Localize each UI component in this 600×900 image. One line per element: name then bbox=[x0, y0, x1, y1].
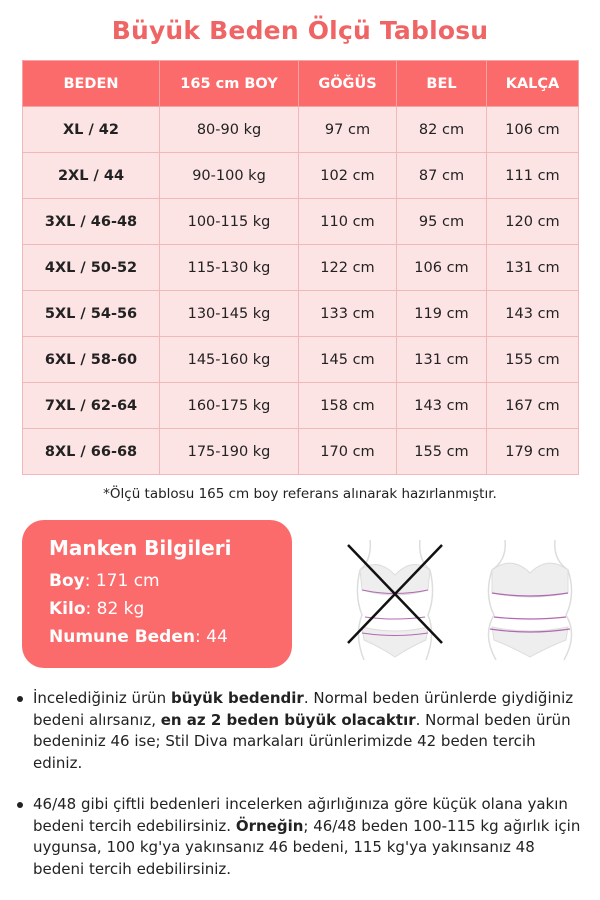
header-boy: 165 cm BOY bbox=[159, 60, 299, 107]
header-gogus: GÖĞÜS bbox=[298, 60, 397, 107]
label: Boy bbox=[49, 571, 85, 591]
table-cell: 158 cm bbox=[298, 382, 397, 429]
table-cell: 130-145 kg bbox=[159, 290, 299, 337]
table-row: XL / 42 80-90 kg 97 cm 82 cm 106 cm bbox=[22, 106, 579, 153]
table-row: 5XL / 54-56 130-145 kg 133 cm 119 cm 143 cm bbox=[22, 290, 579, 337]
model-height: Boy: 171 cm bbox=[49, 567, 292, 595]
table-cell: 5XL / 54-56 bbox=[22, 290, 160, 337]
table-cell: 145-160 kg bbox=[159, 336, 299, 383]
correct-measure-figure-icon bbox=[487, 539, 573, 660]
text: . Normal beden ürünlerde giydiğiniz bede… bbox=[33, 689, 574, 729]
label: Numune Beden bbox=[49, 627, 195, 647]
table-cell: 106 cm bbox=[486, 106, 579, 153]
table-cell: 160-175 kg bbox=[159, 382, 299, 429]
size-table: BEDEN 165 cm BOY GÖĞÜS BEL KALÇA XL / 42… bbox=[22, 60, 579, 475]
value: : 171 cm bbox=[84, 571, 160, 591]
text: İncelediğiniz ürün bbox=[33, 689, 171, 707]
table-row: 8XL / 66-68 175-190 kg 170 cm 155 cm 179 cm bbox=[22, 428, 579, 475]
text: ; 46/48 beden 100-115 kg ağırlık için uy… bbox=[33, 816, 581, 878]
wrong-measure-figure-icon bbox=[347, 539, 443, 660]
info-bullets: İncelediğiniz ürün büyük bedendir. Norma… bbox=[16, 688, 586, 900]
table-cell: 115-130 kg bbox=[159, 244, 299, 291]
header-kalca: KALÇA bbox=[486, 60, 579, 107]
table-row: 6XL / 58-60 145-160 kg 145 cm 131 cm 155 cm bbox=[22, 336, 579, 383]
header-beden: BEDEN bbox=[22, 60, 160, 107]
table-cell: 4XL / 50-52 bbox=[22, 244, 160, 291]
table-cell: 143 cm bbox=[396, 382, 487, 429]
model-weight: Kilo: 82 kg bbox=[49, 595, 292, 623]
table-cell: 131 cm bbox=[396, 336, 487, 383]
model-sample-size: Numune Beden: 44 bbox=[49, 623, 292, 651]
model-info-title: Manken Bilgileri bbox=[49, 536, 232, 560]
table-cell: XL / 42 bbox=[22, 106, 160, 153]
table-cell: 97 cm bbox=[298, 106, 397, 153]
table-cell: 155 cm bbox=[486, 336, 579, 383]
table-cell: 119 cm bbox=[396, 290, 487, 337]
table-row: 3XL / 46-48 100-115 kg 110 cm 95 cm 120 cm bbox=[22, 198, 579, 245]
table-cell: 3XL / 46-48 bbox=[22, 198, 160, 245]
value: : 82 kg bbox=[85, 599, 145, 619]
table-cell: 145 cm bbox=[298, 336, 397, 383]
table-cell: 131 cm bbox=[486, 244, 579, 291]
table-cell: 106 cm bbox=[396, 244, 487, 291]
table-cell: 120 cm bbox=[486, 198, 579, 245]
table-cell: 7XL / 62-64 bbox=[22, 382, 160, 429]
table-cell: 2XL / 44 bbox=[22, 152, 160, 199]
table-cell: 95 cm bbox=[396, 198, 487, 245]
text: . Normal beden ürün bedeniniz 46 ise; St… bbox=[33, 710, 571, 772]
table-cell: 133 cm bbox=[298, 290, 397, 337]
table-cell: 80-90 kg bbox=[159, 106, 299, 153]
page-title: Büyük Beden Ölçü Tablosu bbox=[111, 16, 489, 45]
model-info-card: Manken Bilgileri Boy: 171 cm Kilo: 82 kg… bbox=[22, 520, 292, 668]
table-header-row: BEDEN 165 cm BOY GÖĞÜS BEL KALÇA bbox=[22, 60, 579, 107]
table-cell: 155 cm bbox=[396, 428, 487, 475]
bold-text: en az 2 beden büyük olacaktır bbox=[160, 710, 416, 729]
table-cell: 175-190 kg bbox=[159, 428, 299, 475]
table-cell: 82 cm bbox=[396, 106, 487, 153]
table-cell: 87 cm bbox=[396, 152, 487, 199]
table-row: 2XL / 44 90-100 kg 102 cm 87 cm 111 cm bbox=[22, 152, 579, 199]
table-footnote: *Ölçü tablosu 165 cm boy referans alınar… bbox=[103, 486, 497, 502]
table-cell: 143 cm bbox=[486, 290, 579, 337]
table-cell: 167 cm bbox=[486, 382, 579, 429]
header-bel: BEL bbox=[396, 60, 487, 107]
table-cell: 179 cm bbox=[486, 428, 579, 475]
bold-text: Örneğin bbox=[235, 816, 304, 835]
table-cell: 111 cm bbox=[486, 152, 579, 199]
table-cell: 122 cm bbox=[298, 244, 397, 291]
table-cell: 102 cm bbox=[298, 152, 397, 199]
table-cell: 8XL / 66-68 bbox=[22, 428, 160, 475]
value: : 44 bbox=[195, 627, 228, 647]
table-row: 7XL / 62-64 160-175 kg 158 cm 143 cm 167 cm bbox=[22, 382, 579, 429]
bullet-item: 46/48 gibi çiftli bedenleri incelerken a… bbox=[16, 794, 586, 880]
table-cell: 90-100 kg bbox=[159, 152, 299, 199]
bullet-item: İncelediğiniz ürün büyük bedendir. Norma… bbox=[16, 688, 586, 774]
table-cell: 110 cm bbox=[298, 198, 397, 245]
label: Kilo bbox=[49, 599, 86, 619]
bold-text: büyük bedendir bbox=[170, 689, 304, 707]
table-cell: 6XL / 58-60 bbox=[22, 336, 160, 383]
table-cell: 170 cm bbox=[298, 428, 397, 475]
table-cell: 100-115 kg bbox=[159, 198, 299, 245]
text: 46/48 gibi çiftli bedenleri incelerken a… bbox=[33, 795, 568, 835]
table-row: 4XL / 50-52 115-130 kg 122 cm 106 cm 131 cm bbox=[22, 244, 579, 291]
